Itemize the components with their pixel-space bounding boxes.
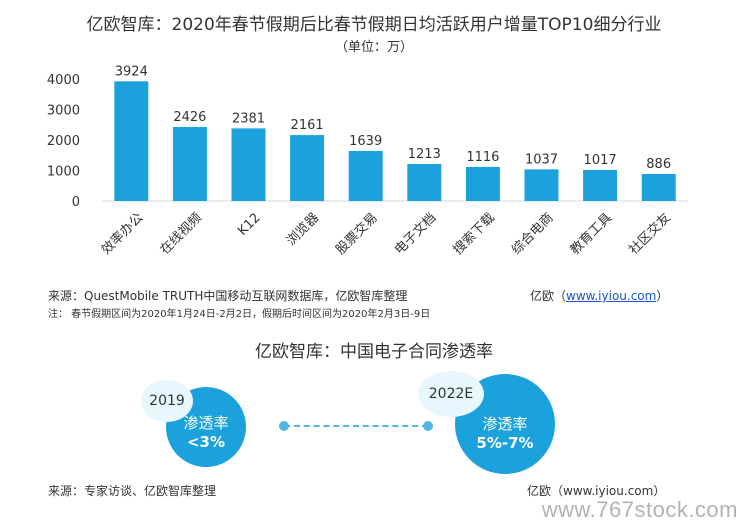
x-tick-label: 社区交友 [626,210,674,258]
timeline-dot-end [423,421,433,431]
bar-value-label: 2381 [232,111,265,126]
chart1-subtitle: （单位：万） [334,40,413,55]
rate-circle-2022e: 渗透率 5%-7% [455,374,555,474]
bar [172,127,207,201]
y-tick-label: 0 [72,195,80,210]
chart1-site: 亿欧（www.iyiou.com） [530,287,668,304]
bar-chart: 0 1000 2000 3000 4000 3924 效率办公 2426 在线视频 2381 K12… [47,64,688,258]
bar [290,135,325,201]
x-tick-label: 搜索下载 [451,210,498,257]
rate-value-2022e: 5%-7% [476,434,534,452]
bar-value-label: 2161 [291,118,324,133]
watermark: www.767stock.com [541,497,738,522]
bar [465,166,500,201]
chart2-site: 亿欧（www.iyiou.com） [527,484,666,498]
x-tick-label: 股票交易 [333,210,381,258]
x-tick-label: 在线视频 [158,210,205,257]
bar-value-label: 886 [646,157,671,172]
x-tick-label: 教育工具 [567,210,615,258]
y-tick-label: 1000 [47,165,80,180]
bar-value-label: 3924 [115,64,148,79]
bar-value-label: 1037 [525,152,558,167]
bar-value-label: 1639 [349,134,382,149]
bar-value-label: 1116 [466,150,499,165]
x-tick-label: 电子文档 [392,210,439,257]
bar [583,169,618,201]
chart1-site-suffix: ） [656,289,669,303]
bar [114,81,149,201]
bar [524,169,559,201]
y-tick-label: 2000 [47,134,80,149]
y-tick-label: 3000 [47,104,80,119]
bar-value-label: 2426 [173,110,206,125]
chart2-title: 亿欧智库：中国电子合同渗透率 [255,342,493,362]
rate-label-2019: 渗透率 [183,414,229,432]
chart1-site-prefix: 亿欧（ [530,289,567,303]
year-tag-2022e: 2022E [418,371,484,417]
x-tick-label: K12 [235,210,263,238]
y-tick-label: 4000 [47,73,80,88]
bar [231,128,266,201]
site-link[interactable]: www.iyiou.com [566,289,657,303]
chart2-source: 来源：专家访谈、亿欧智库整理 [48,484,217,498]
timeline-dot-start [279,421,289,431]
rate-label-2022e: 渗透率 [482,415,528,433]
bar-value-label: 1213 [408,147,441,162]
chart1-title: 亿欧智库：2020年春节假期后比春节假期日均活跃用户增量TOP10细分行业 [86,15,662,35]
bar [641,173,676,201]
rate-value-2019: <3% [186,433,226,451]
x-tick-label: 效率办公 [98,210,146,258]
chart1-source: 来源：QuestMobile TRUTH中国移动互联网数据库，亿欧智库整理 [48,289,408,303]
year-tag-2019: 2019 [141,380,193,422]
timeline-connector [284,425,428,427]
x-tick-label: 综合电商 [509,210,556,257]
x-tick-label: 浏览器 [283,210,322,249]
bar-value-label: 1017 [584,153,617,168]
bar [348,151,383,201]
bar [407,164,442,201]
chart1-note: 注： 春节假期区间为2020年1月24日-2月2日，假期后时间区间为2020年2… [48,309,431,320]
